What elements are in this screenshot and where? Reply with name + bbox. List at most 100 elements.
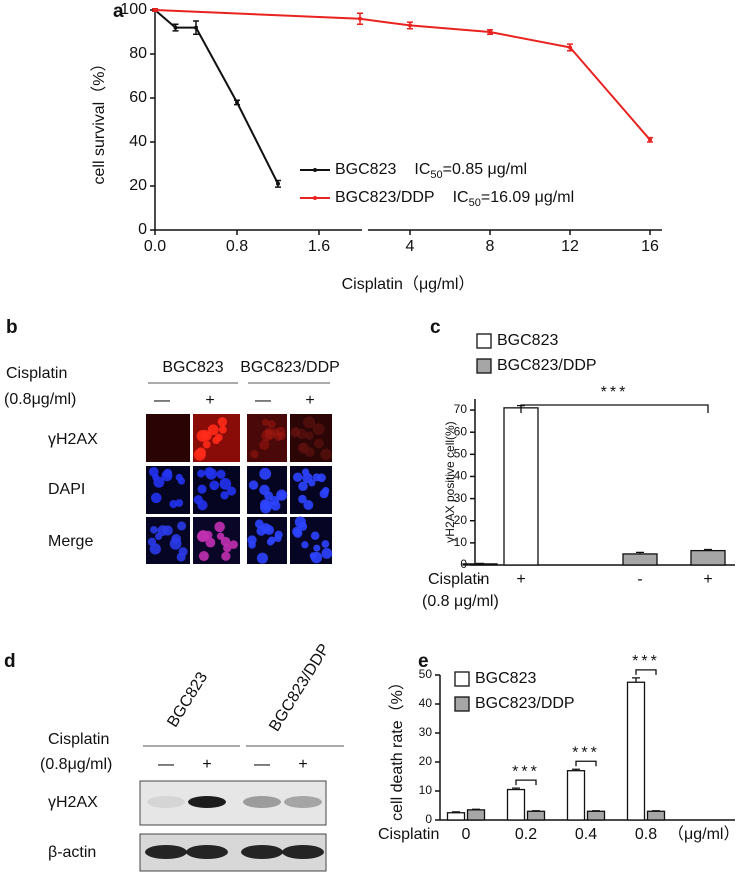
- micrographs: [146, 414, 333, 564]
- legend-ic-sub: 50: [469, 197, 481, 209]
- series-line: [154, 9, 279, 185]
- nucleus: [277, 492, 286, 500]
- treatment-sign: +: [202, 756, 211, 773]
- significance-label: ***: [601, 384, 629, 401]
- nucleus: [267, 420, 276, 429]
- bar: [506, 788, 526, 821]
- nucleus: [198, 551, 209, 562]
- nucleus: [256, 552, 268, 564]
- blot-band: [243, 796, 281, 808]
- x-tick-label: 0.2: [515, 826, 537, 843]
- data-point: [276, 181, 280, 186]
- y-tick-label: 60: [129, 89, 147, 106]
- legend-entry: BGC823/DDP IC50=16.09 μg/ml: [335, 189, 574, 209]
- significance-label: ***: [632, 653, 660, 670]
- x-tick-label: +: [703, 571, 712, 588]
- data-point: [194, 25, 198, 30]
- blot-band: [188, 796, 226, 808]
- legend-name: BGC823: [335, 161, 396, 178]
- bar: [566, 770, 586, 821]
- x-tick-label: 0: [462, 826, 471, 843]
- row-label: γH2AX: [48, 794, 98, 811]
- nucleus: [197, 530, 210, 542]
- bar: [446, 812, 466, 821]
- nucleus: [268, 536, 276, 544]
- row-label: DAPI: [48, 481, 85, 498]
- x-tick-label: +: [516, 571, 525, 588]
- nucleus: [214, 433, 223, 442]
- nucleus: [260, 499, 271, 510]
- group-label: BGC823: [162, 359, 223, 376]
- data-point: [648, 137, 652, 142]
- significance-label: ***: [512, 763, 540, 780]
- nucleus: [309, 552, 317, 560]
- nucleus: [314, 438, 324, 449]
- y-tick-label: 20: [419, 754, 433, 768]
- x-tick-label: 0.8: [226, 238, 248, 255]
- y-tick-label: 20: [129, 177, 147, 194]
- bar: [646, 810, 666, 821]
- legend-entry: BGC823/DDP: [475, 695, 575, 712]
- legend-entry: BGC823 IC50=0.85 μg/ml: [335, 161, 527, 181]
- x-tick-label: 16: [641, 238, 659, 255]
- y-tick-label: 10: [419, 783, 433, 797]
- western-blot: [139, 780, 327, 872]
- nucleus: [269, 495, 280, 506]
- y-tick-label: 50: [419, 667, 433, 681]
- group-label: BGC823: [164, 669, 211, 730]
- nucleus: [301, 541, 309, 549]
- data-point: [358, 16, 362, 21]
- nucleus: [276, 426, 286, 436]
- y-tick-label: 40: [419, 696, 433, 710]
- nucleus: [147, 537, 157, 547]
- bar: [586, 810, 606, 821]
- nucleus: [320, 448, 332, 460]
- nucleus: [209, 480, 220, 491]
- nucleus: [319, 489, 329, 499]
- panel-letter: b: [6, 317, 18, 338]
- y-tick-label: 80: [129, 45, 147, 62]
- treatment-sign: +: [205, 392, 214, 409]
- nucleus: [229, 540, 238, 549]
- nucleus: [259, 467, 272, 480]
- nucleus: [220, 491, 229, 500]
- nucleus: [304, 447, 315, 458]
- y-tick-label: 50: [454, 447, 468, 461]
- nucleus: [221, 551, 231, 561]
- treatment-sign: —: [255, 392, 271, 409]
- row-label: β-actin: [48, 844, 96, 861]
- x-tick-label: 0.4: [575, 826, 597, 843]
- row-label: Merge: [48, 533, 93, 550]
- data-point: [568, 45, 572, 50]
- bar: [690, 549, 726, 566]
- x-axis-label: Cisplatin（μg/ml）: [342, 275, 475, 293]
- nucleus: [177, 521, 187, 531]
- blot-band: [186, 845, 228, 859]
- x-tick-label: 0.8: [635, 826, 657, 843]
- nucleus: [298, 494, 307, 504]
- y-tick-label: 10: [454, 535, 468, 549]
- legend-ic-value: =0.85 μg/ml: [443, 161, 527, 178]
- significance-bracket: [515, 779, 537, 786]
- x-tick-label: -: [477, 571, 482, 588]
- data-point: [173, 25, 178, 30]
- nucleus: [292, 526, 302, 537]
- panel-letter: c: [430, 317, 441, 338]
- nucleus: [175, 499, 184, 507]
- blot-band: [282, 845, 324, 859]
- nucleus: [214, 521, 225, 533]
- x-axis-label: Cisplatin: [378, 826, 439, 843]
- legend-swatch: [476, 333, 492, 349]
- nucleus: [200, 430, 210, 440]
- nucleus: [197, 469, 206, 478]
- legend-entry: BGC823: [497, 332, 558, 349]
- nucleus: [261, 418, 270, 427]
- significance-bracket: [575, 760, 597, 767]
- y-tick-label: 100: [120, 1, 147, 18]
- treatment-dose: (0.8μg/ml): [40, 756, 112, 773]
- nucleus: [303, 500, 314, 510]
- treatment-sign: —: [158, 756, 174, 773]
- bar: [466, 809, 486, 821]
- nucleus: [313, 544, 321, 552]
